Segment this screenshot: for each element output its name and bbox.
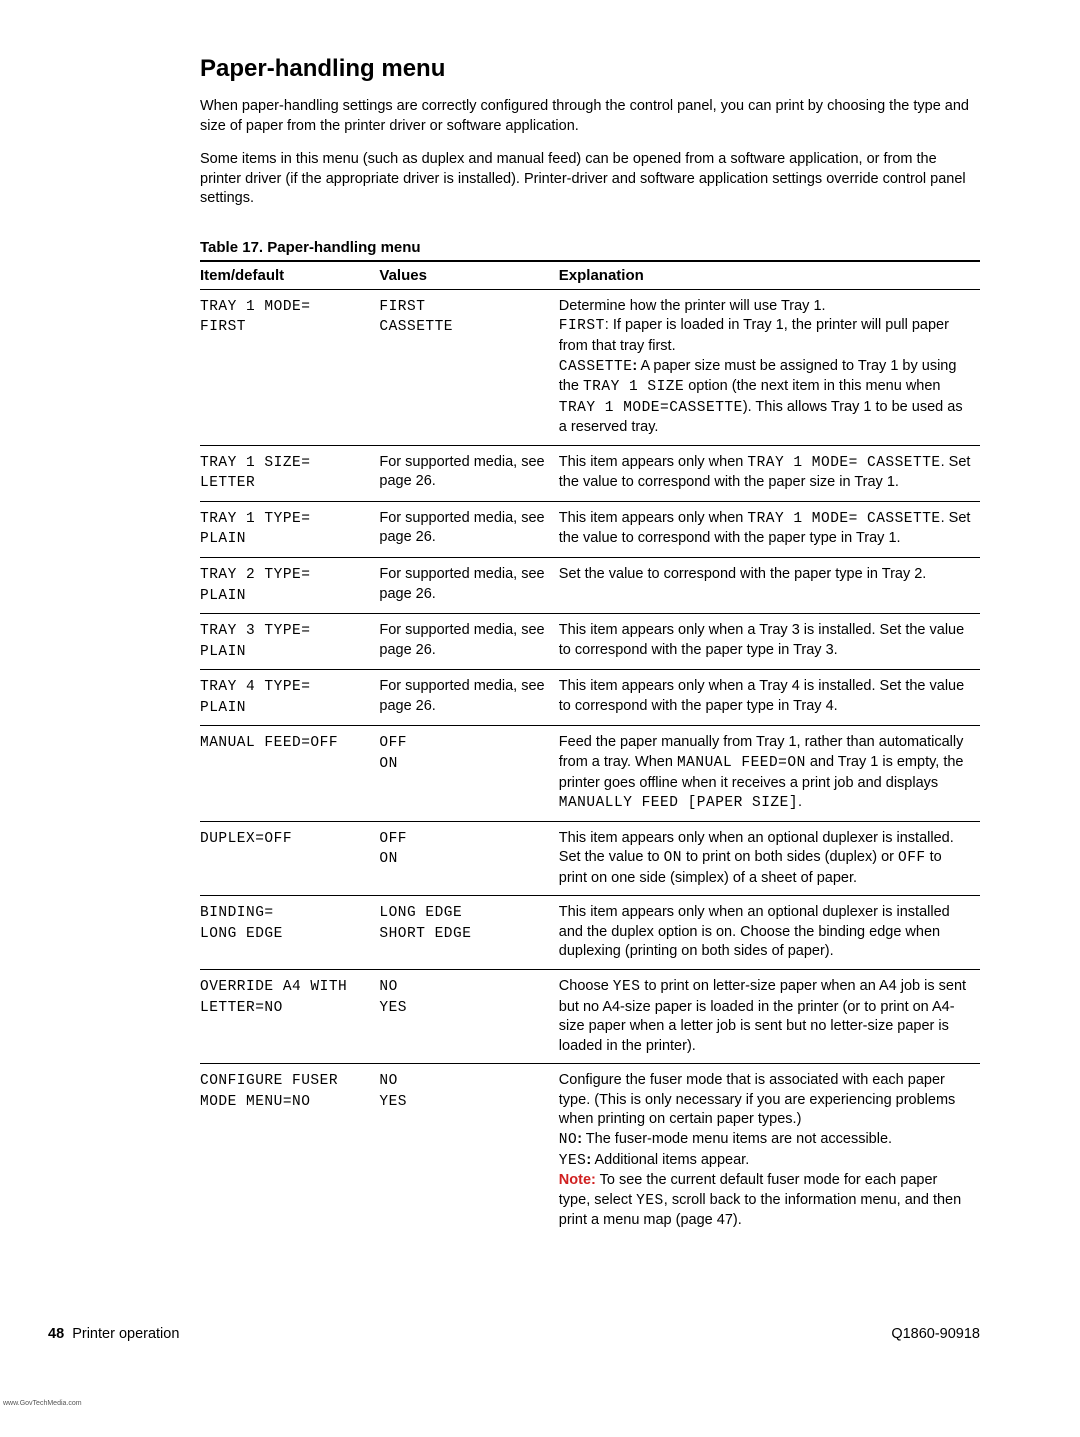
cell-explanation: This item appears only when an optional … (559, 821, 980, 896)
col-header-explanation: Explanation (559, 261, 980, 290)
intro-block: When paper-handling settings are correct… (200, 97, 980, 209)
cell-values: For supported media, see page 26. (379, 558, 558, 614)
table-row: CONFIGURE FUSER MODE MENU=NONOYESConfigu… (200, 1064, 980, 1238)
col-header-values: Values (379, 261, 558, 290)
footer-section: Printer operation (72, 1326, 179, 1342)
page-title: Paper-handling menu (200, 55, 980, 83)
table-header-row: Item/default Values Explanation (200, 261, 980, 290)
table-caption: Table 17. Paper-handling menu (200, 239, 980, 256)
cell-item: TRAY 3 TYPE=PLAIN (200, 614, 379, 670)
col-header-item: Item/default (200, 261, 379, 290)
cell-explanation: Choose YES to print on letter-size paper… (559, 970, 980, 1064)
cell-item: TRAY 4 TYPE=PLAIN (200, 670, 379, 726)
table-row: TRAY 2 TYPE=PLAINFor supported media, se… (200, 558, 980, 614)
cell-item: BINDING=LONG EDGE (200, 896, 379, 970)
cell-item: OVERRIDE A4 WITH LETTER=NO (200, 970, 379, 1064)
watermark-url: www.GovTechMedia.com (3, 1400, 82, 1407)
cell-item: DUPLEX=OFF (200, 821, 379, 896)
footer-page-number: 48 (48, 1326, 64, 1342)
cell-explanation: Set the value to correspond with the pap… (559, 558, 980, 614)
paper-handling-table: Item/default Values Explanation TRAY 1 M… (200, 260, 980, 1238)
cell-values: For supported media, see page 26. (379, 670, 558, 726)
table-row: DUPLEX=OFFOFFONThis item appears only wh… (200, 821, 980, 896)
table-row: TRAY 1 TYPE=PLAINFor supported media, se… (200, 501, 980, 557)
cell-explanation: Determine how the printer will use Tray … (559, 289, 980, 445)
cell-explanation: Feed the paper manually from Tray 1, rat… (559, 726, 980, 821)
cell-item: TRAY 1 TYPE=PLAIN (200, 501, 379, 557)
cell-values: LONG EDGESHORT EDGE (379, 896, 558, 970)
table-row: TRAY 1 MODE=FIRSTFIRSTCASSETTEDetermine … (200, 289, 980, 445)
cell-item: MANUAL FEED=OFF (200, 726, 379, 821)
cell-values: FIRSTCASSETTE (379, 289, 558, 445)
table-row: OVERRIDE A4 WITH LETTER=NONOYESChoose YE… (200, 970, 980, 1064)
cell-values: For supported media, see page 26. (379, 614, 558, 670)
cell-explanation: This item appears only when TRAY 1 MODE=… (559, 445, 980, 501)
footer-doc-id: Q1860-90918 (891, 1326, 980, 1342)
cell-item: TRAY 2 TYPE=PLAIN (200, 558, 379, 614)
cell-values: For supported media, see page 26. (379, 445, 558, 501)
table-row: MANUAL FEED=OFFOFFONFeed the paper manua… (200, 726, 980, 821)
page-footer: 48 Printer operation Q1860-90918 (48, 1326, 980, 1342)
cell-explanation: This item appears only when TRAY 1 MODE=… (559, 501, 980, 557)
intro-paragraph: Some items in this menu (such as duplex … (200, 150, 980, 209)
table-row: TRAY 1 SIZE=LETTERFor supported media, s… (200, 445, 980, 501)
cell-item: TRAY 1 MODE=FIRST (200, 289, 379, 445)
cell-explanation: This item appears only when a Tray 3 is … (559, 614, 980, 670)
cell-item: TRAY 1 SIZE=LETTER (200, 445, 379, 501)
intro-paragraph: When paper-handling settings are correct… (200, 97, 980, 136)
cell-values: OFFON (379, 821, 558, 896)
cell-explanation: This item appears only when a Tray 4 is … (559, 670, 980, 726)
footer-left: 48 Printer operation (48, 1326, 179, 1342)
cell-explanation: Configure the fuser mode that is associa… (559, 1064, 980, 1238)
cell-values: OFFON (379, 726, 558, 821)
cell-values: NOYES (379, 970, 558, 1064)
cell-values: For supported media, see page 26. (379, 501, 558, 557)
table-row: TRAY 4 TYPE=PLAINFor supported media, se… (200, 670, 980, 726)
cell-values: NOYES (379, 1064, 558, 1238)
cell-item: CONFIGURE FUSER MODE MENU=NO (200, 1064, 379, 1238)
cell-explanation: This item appears only when an optional … (559, 896, 980, 970)
table-row: BINDING=LONG EDGELONG EDGESHORT EDGEThis… (200, 896, 980, 970)
table-row: TRAY 3 TYPE=PLAINFor supported media, se… (200, 614, 980, 670)
